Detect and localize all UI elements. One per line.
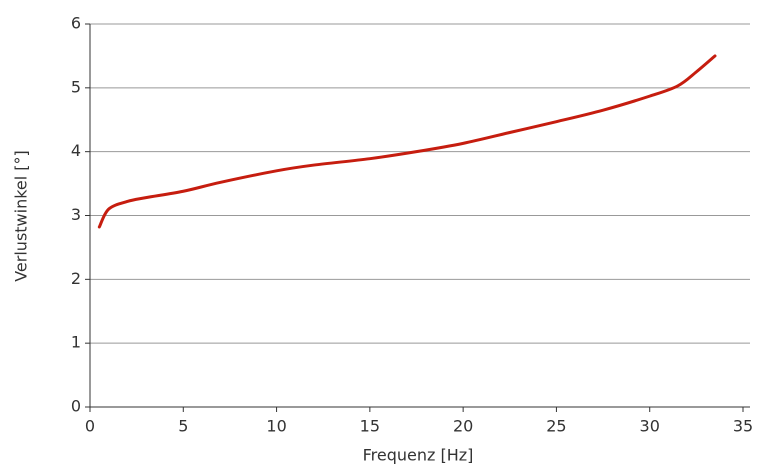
y-axis-label: Verlustwinkel [°] [12, 150, 31, 282]
y-tick-label: 1 [71, 333, 81, 352]
data-line [97, 54, 717, 229]
y-tick-label: 3 [71, 205, 81, 224]
x-axis-label: Frequenz [Hz] [363, 446, 474, 465]
y-tick-label: 5 [71, 77, 81, 96]
x-tick-label: 25 [546, 417, 566, 436]
x-tick-label: 35 [733, 417, 753, 436]
x-tick-label: 15 [360, 417, 380, 436]
y-tick-label: 6 [71, 14, 81, 33]
x-tick-label: 0 [85, 417, 95, 436]
y-tick-label: 2 [71, 269, 81, 288]
x-tick-label: 5 [178, 417, 188, 436]
x-tick-label: 10 [266, 417, 286, 436]
x-tick-label: 30 [640, 417, 660, 436]
y-tick-label: 0 [71, 397, 81, 416]
x-tick-label: 20 [453, 417, 473, 436]
y-tick-label: 4 [71, 141, 81, 160]
